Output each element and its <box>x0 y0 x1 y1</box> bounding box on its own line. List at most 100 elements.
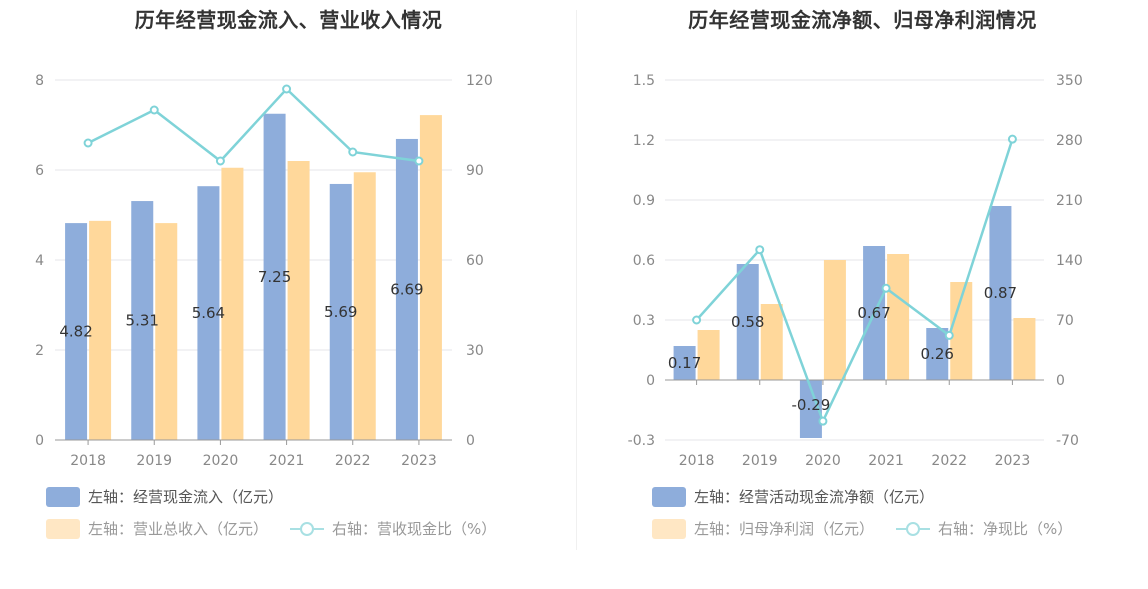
bar-primary <box>263 113 286 440</box>
legend-row-1: 左轴：经营现金流入（亿元） <box>46 486 305 507</box>
y-left-tick-label: 1.5 <box>633 73 655 89</box>
y-left-tick-label: 0.3 <box>633 313 655 329</box>
y-right-tick-label: 0 <box>466 433 475 449</box>
line-point <box>692 315 702 325</box>
legend-line-icon <box>290 519 325 539</box>
chart-title: 历年经营现金流入、营业收入情况 <box>134 8 443 32</box>
x-tick-label: 2019 <box>742 453 778 469</box>
x-tick-label: 2021 <box>269 453 305 469</box>
x-tick-label: 2023 <box>401 453 437 469</box>
legend-item-line[interactable]: 右轴：营收现金比（%） <box>290 518 496 539</box>
bar-secondary <box>760 304 783 380</box>
bar-secondary <box>697 330 720 380</box>
line-point <box>348 147 358 157</box>
legend-label: 左轴：经营活动现金流净额（亿元） <box>694 488 935 506</box>
chart-panel-right: 历年经营现金流净额、归母净利润情况 -0.3 -70 0 0 0.3 70 0.6 140 0.… <box>577 0 1148 560</box>
line-series <box>87 87 420 163</box>
line-point <box>944 330 954 340</box>
bar-primary <box>65 223 88 440</box>
y-left-tick-label: 0 <box>35 433 44 449</box>
line-point <box>881 283 891 293</box>
bar-secondary <box>887 254 910 380</box>
x-tick-label: 2020 <box>805 453 841 469</box>
y-right-tick-label: 350 <box>1056 73 1083 89</box>
x-tick-label: 2022 <box>335 453 371 469</box>
bar-secondary <box>155 223 178 440</box>
line-point <box>755 245 765 255</box>
legend-line-icon <box>896 519 931 539</box>
y-left-tick-label: 8 <box>35 73 44 89</box>
y-right-tick-label: 140 <box>1056 253 1083 269</box>
legend-item-bar-blue[interactable]: 左轴：经营现金流入（亿元） <box>46 486 283 507</box>
chart-title: 历年经营现金流净额、归母净利润情况 <box>688 8 1037 32</box>
line-point <box>1007 134 1017 144</box>
line-point <box>414 156 424 166</box>
bar-secondary <box>419 115 442 440</box>
bar-secondary <box>89 220 112 440</box>
bar-data-label: 0.58 <box>731 313 764 331</box>
legend-swatch-orange <box>46 518 80 539</box>
legend-item-bar-orange[interactable]: 左轴：归母净利润（亿元） <box>652 518 874 539</box>
legend-swatch-blue <box>652 486 686 507</box>
legend-swatch-orange <box>652 518 686 539</box>
chart-plot-right: -0.3 -70 0 0 0.3 70 0.6 140 0.9 210 1.2 280 1.5 350 20… <box>628 73 1083 469</box>
y-right-tick-label: 30 <box>466 343 484 359</box>
legend-label: 左轴：经营现金流入（亿元） <box>88 488 284 506</box>
legend-item-bar-orange[interactable]: 左轴：营业总收入（亿元） <box>46 518 268 539</box>
legend-swatch-blue <box>46 486 80 507</box>
legend-row-2: 左轴：归母净利润（亿元） 右轴：净现比（%） <box>652 518 1094 539</box>
y-right-tick-label: 120 <box>466 73 493 89</box>
bar-data-label: -0.29 <box>792 396 831 414</box>
x-tick-label: 2021 <box>868 453 904 469</box>
bar-data-label: 5.64 <box>192 304 225 322</box>
bar-data-label: 0.87 <box>984 284 1017 302</box>
legend-label: 右轴：净现比（%） <box>938 520 1073 538</box>
bar-secondary <box>221 167 244 440</box>
bar-secondary <box>1013 318 1036 380</box>
bar-secondary <box>950 282 973 380</box>
y-left-tick-label: 0.9 <box>633 193 655 209</box>
bar-data-label: 5.31 <box>126 312 159 330</box>
y-left-tick-label: -0.3 <box>628 433 655 449</box>
bar-data-label: 0.17 <box>668 354 701 372</box>
bar-secondary <box>287 161 310 440</box>
bar-data-label: 5.69 <box>324 303 357 321</box>
chart-plot-left: 0 0 2 30 4 60 6 90 8 120 2018 2019 2020 2021 2022 2023 4… <box>35 73 493 469</box>
legend-row-1: 左轴：经营活动现金流净额（亿元） <box>652 486 956 507</box>
y-right-tick-label: 70 <box>1056 313 1074 329</box>
bar-data-label: 0.26 <box>921 345 954 363</box>
x-tick-label: 2018 <box>70 453 106 469</box>
y-left-tick-label: 2 <box>35 343 44 359</box>
bar-primary <box>131 201 154 440</box>
legend-row-2: 左轴：营业总收入（亿元） 右轴：营收现金比（%） <box>46 518 518 539</box>
bar-data-label: 0.67 <box>857 304 890 322</box>
line-point <box>215 156 225 166</box>
bar-secondary <box>353 172 376 440</box>
bar-data-label: 6.69 <box>390 280 423 298</box>
panel-divider <box>576 10 577 550</box>
bar-primary <box>197 186 220 440</box>
bar-primary <box>329 183 352 440</box>
x-tick-label: 2018 <box>679 453 715 469</box>
y-right-tick-label: 280 <box>1056 133 1083 149</box>
line-point <box>282 84 292 94</box>
bar-primary <box>395 138 418 440</box>
legend-label: 左轴：归母净利润（亿元） <box>694 520 875 538</box>
y-right-tick-label: 90 <box>466 163 484 179</box>
legend-label: 右轴：营收现金比（%） <box>332 520 497 538</box>
y-right-tick-label: 0 <box>1056 373 1065 389</box>
bar-primary <box>989 206 1012 380</box>
line-point <box>83 138 93 148</box>
line-point <box>149 105 159 115</box>
y-left-tick-label: 4 <box>35 253 44 269</box>
x-tick-label: 2023 <box>995 453 1031 469</box>
bar-data-label: 4.82 <box>59 323 92 341</box>
chart-panel-left: 历年经营现金流入、营业收入情况 0 0 2 30 4 60 6 90 8 120 2018 2019 2… <box>0 0 577 560</box>
bar-primary <box>799 380 822 438</box>
y-left-tick-label: 0 <box>646 373 655 389</box>
x-tick-label: 2022 <box>931 453 967 469</box>
bar-secondary <box>823 260 846 380</box>
legend-item-bar-blue[interactable]: 左轴：经营活动现金流净额（亿元） <box>652 486 934 507</box>
bar-data-label: 7.25 <box>258 268 291 286</box>
legend-item-line[interactable]: 右轴：净现比（%） <box>896 518 1072 539</box>
